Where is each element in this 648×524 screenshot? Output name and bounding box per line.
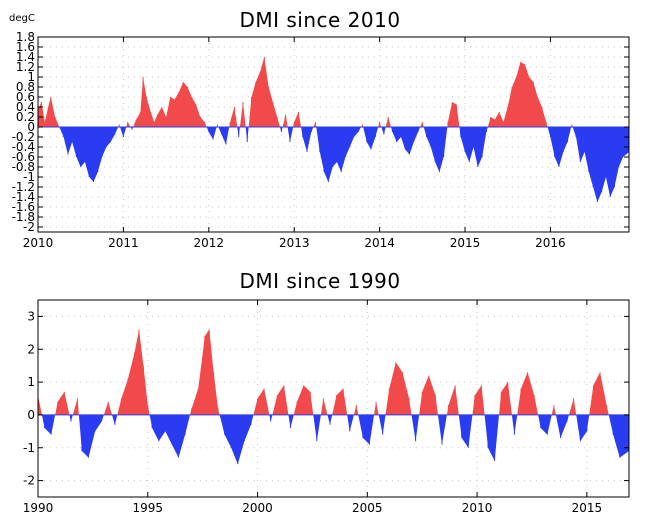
x-tick-label-2010: 2010 (23, 236, 54, 250)
positive-area-series-0 (38, 57, 629, 127)
x-tick-label-2013: 2013 (279, 236, 310, 250)
y-tick-label-1.6: 1.6 (16, 40, 35, 54)
positive-area-series-0 (38, 329, 629, 415)
dmi-area-2010 (37, 57, 630, 202)
y-tick-label-0.6: 0.6 (16, 90, 35, 104)
x-tick-label-1995: 1995 (132, 501, 163, 515)
y-tick-label-1.4: 1.4 (16, 50, 35, 64)
plot-frame-2010 (37, 36, 630, 233)
y-tick-label--1.2: -1.2 (12, 180, 35, 194)
x-tick-label-2015: 2015 (572, 501, 603, 515)
x-tick-label-2005: 2005 (352, 501, 383, 515)
x-axis-2010: 2010 2011 2012 2013 2014 2015 2016 (23, 37, 566, 250)
y-tick-label--0.8: -0.8 (12, 160, 35, 174)
chart-dmi-since-2010: DMI since 2010 degC 1.81.61.41.210.80.60… (9, 8, 630, 250)
y-tick-label-1.8: 1.8 (16, 30, 35, 44)
y-tick-label-0: 0 (27, 120, 35, 134)
x-tick-label-2010: 2010 (462, 501, 493, 515)
y-tick-label-0.8: 0.8 (16, 80, 35, 94)
y-tick-label--0.6: -0.6 (12, 150, 35, 164)
y-tick-label-3: 3 (27, 309, 35, 323)
y-tick-label--1.4: -1.4 (12, 190, 35, 204)
y-tick-label-1: 1 (27, 375, 35, 389)
y-tick-label--1: -1 (23, 170, 35, 184)
y-unit-label: degC (9, 13, 35, 24)
y-tick-label--1: -1 (23, 441, 35, 455)
y-tick-label-0: 0 (27, 408, 35, 422)
y-tick-label--2: -2 (23, 220, 35, 234)
x-tick-label-2016: 2016 (535, 236, 566, 250)
y-axis-2010: 1.81.61.41.210.80.60.40.20-0.2-0.4-0.6-0… (12, 30, 629, 234)
x-tick-label-1990: 1990 (23, 501, 54, 515)
chart-title-1990: DMI since 1990 (239, 269, 400, 293)
y-tick-label-0.2: 0.2 (16, 110, 35, 124)
negative-area-series-0 (38, 127, 629, 202)
dmi-area-1990 (37, 329, 630, 465)
x-tick-label-2000: 2000 (242, 501, 273, 515)
x-tick-label-2011: 2011 (108, 236, 139, 250)
chart-dmi-since-1990: DMI since 1990 3 2 1 0 -1 -2 1990 1995 2000 2005… (23, 269, 630, 515)
y-tick-label-1.2: 1.2 (16, 60, 35, 74)
x-tick-label-2014: 2014 (364, 236, 395, 250)
y-tick-label--0.2: -0.2 (12, 130, 35, 144)
negative-area-series-0 (38, 414, 629, 465)
y-tick-label-0.4: 0.4 (16, 100, 35, 114)
y-tick-label--1.8: -1.8 (12, 210, 35, 224)
x-axis-1990: 1990 1995 2000 2005 2010 2015 (23, 300, 602, 515)
plot-frame-1990 (37, 299, 630, 498)
y-axis-1990: 3 2 1 0 -1 -2 (23, 309, 629, 488)
y-tick-label--2: -2 (23, 474, 35, 488)
y-tick-label-2: 2 (27, 342, 35, 356)
y-tick-label--0.4: -0.4 (12, 140, 35, 154)
x-tick-label-2015: 2015 (450, 236, 481, 250)
y-tick-label-1: 1 (27, 70, 35, 84)
y-tick-label--1.6: -1.6 (12, 200, 35, 214)
x-tick-label-2012: 2012 (194, 236, 225, 250)
chart-title-2010: DMI since 2010 (239, 8, 400, 32)
